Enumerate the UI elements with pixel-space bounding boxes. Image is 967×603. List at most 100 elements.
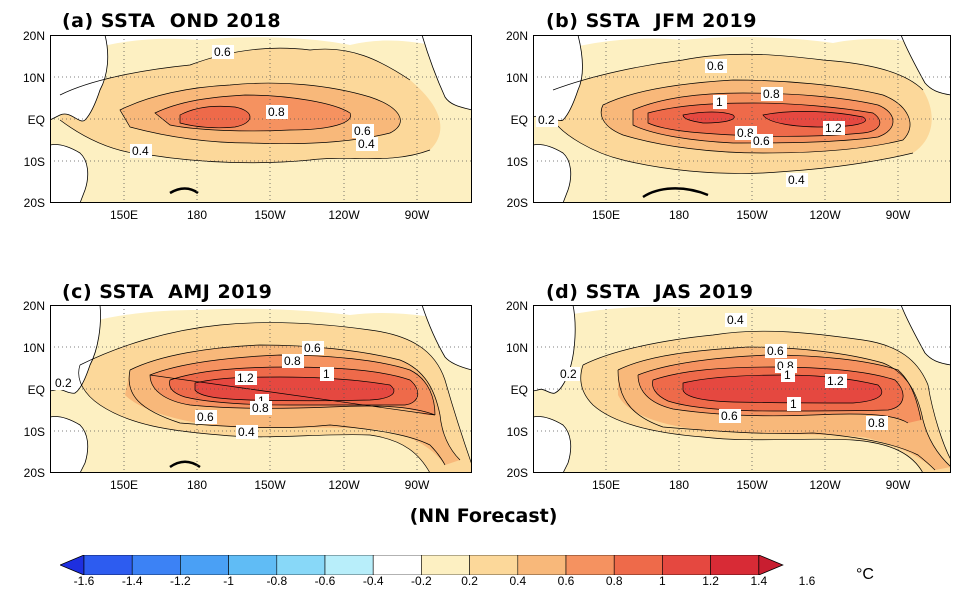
- colorbar-tick-label: -1: [223, 574, 234, 588]
- colorbar: [60, 555, 784, 575]
- lat-label: EQ: [27, 113, 45, 127]
- lat-label: 10N: [22, 71, 45, 85]
- contour-label: 0.6: [197, 410, 214, 424]
- contour-label: 0.2: [55, 376, 72, 390]
- colorbar-cell: [372, 555, 422, 575]
- lat-label: 10N: [505, 71, 528, 85]
- lon-label: 150E: [591, 208, 621, 222]
- panel-d-title: (d) SSTA JAS 2019: [546, 281, 754, 303]
- contour-label: 0.8: [763, 87, 780, 101]
- lat-label: 20S: [23, 196, 45, 210]
- lon-label: 90W: [885, 208, 911, 222]
- lon-label: 120W: [328, 478, 360, 492]
- contour-label: 0.6: [767, 344, 784, 358]
- contour-label: 0.8: [268, 105, 285, 119]
- contour-label: 1: [790, 397, 797, 411]
- contour-label: 0.4: [727, 313, 744, 327]
- colorbar-tick-label: 1.4: [750, 574, 768, 588]
- lon-label: 120W: [809, 478, 841, 492]
- map-panel-d: 0.4 0.6 0.8 1 1.2 1 0.6 0.8 0.2: [533, 305, 951, 473]
- colorbar-cell: [324, 555, 374, 575]
- colorbar-cell: [83, 555, 133, 575]
- colorbar-tick-label: 0.8: [605, 574, 623, 588]
- contour-label: 1: [323, 367, 330, 381]
- contour-label: 0.6: [753, 134, 770, 148]
- lon-label: 120W: [328, 208, 360, 222]
- panel-a-title: (a) SSTA OND 2018: [62, 10, 282, 32]
- colorbar-cell: [565, 555, 615, 575]
- contour-label: 0.8: [284, 354, 301, 368]
- colorbar-tick-label: -1.2: [170, 574, 191, 588]
- colorbar-cell: [517, 555, 567, 575]
- lat-label: 20S: [506, 196, 528, 210]
- lat-label: 20N: [22, 299, 45, 313]
- lon-label: 150W: [736, 478, 768, 492]
- colorbar-tick-label: 1.6: [798, 574, 816, 588]
- lat-label: 10S: [506, 155, 528, 169]
- colorbar-tick-label: -1.4: [121, 574, 143, 588]
- unit-label: °C: [856, 566, 874, 583]
- contour-label: 0.8: [868, 416, 885, 430]
- contour-label: 0.2: [560, 367, 577, 381]
- lat-label: 10S: [506, 425, 528, 439]
- colorbar-tick-label: 0.4: [509, 574, 527, 588]
- contour-label: 0.4: [788, 173, 805, 187]
- lon-label: 150W: [254, 208, 286, 222]
- contour-label: 0.6: [214, 45, 231, 59]
- colorbar-tick-label: 0.2: [461, 574, 478, 588]
- colorbar-tick-label: 1: [659, 574, 666, 588]
- lat-label: EQ: [510, 113, 528, 127]
- lon-label: 180: [668, 478, 690, 492]
- colorbar-tick-label: -0.8: [266, 574, 288, 588]
- contour-label: 0.6: [304, 341, 321, 355]
- contour-label: 1.2: [827, 374, 844, 388]
- lat-label: EQ: [27, 383, 45, 397]
- forecast-caption: (NN Forecast): [409, 505, 558, 527]
- lat-label: 10N: [505, 341, 528, 355]
- contour-label: 0.4: [238, 425, 255, 439]
- colorbar-cell: [469, 555, 519, 575]
- lon-label: 180: [186, 478, 208, 492]
- lat-label: 20N: [505, 299, 528, 313]
- colorbar-cell: [180, 555, 229, 575]
- lat-label: 20N: [22, 29, 45, 43]
- lat-label: 20N: [505, 29, 528, 43]
- lon-label: 150W: [254, 478, 286, 492]
- contour-label: 0.8: [737, 126, 754, 140]
- contour-label: 1: [716, 95, 723, 109]
- map-panel-c: 0.6 0.8 1.2 1 1 0.8 0.6 0.4 0.2: [50, 305, 472, 473]
- colorbar-arrow-left: [60, 555, 85, 575]
- contour-label: 1.2: [237, 371, 254, 385]
- lon-label: 180: [668, 208, 690, 222]
- colorbar-cell: [228, 555, 278, 575]
- colorbar-cell: [710, 555, 760, 575]
- colorbar-tick-label: 1.2: [702, 574, 719, 588]
- colorbar-cell: [662, 555, 711, 575]
- colorbar-tick-label: -0.4: [362, 574, 384, 588]
- colorbar-tick-label: -0.6: [314, 574, 336, 588]
- colorbar-tick-label: -0.2: [411, 574, 432, 588]
- lon-label: 150W: [736, 208, 768, 222]
- colorbar-tick-label: -1.6: [73, 574, 95, 588]
- lat-label: 20S: [506, 466, 528, 480]
- lat-label: 10N: [22, 341, 45, 355]
- lat-label: 10S: [23, 425, 45, 439]
- panel-b-title: (b) SSTA JFM 2019: [546, 10, 757, 32]
- colorbar-cell: [421, 555, 470, 575]
- lon-label: 150E: [109, 478, 139, 492]
- contour-label: 1.2: [825, 121, 842, 135]
- contour-label: 0.4: [132, 144, 149, 158]
- contour-label: 0.6: [354, 124, 371, 138]
- colorbar-arrow-right: [758, 555, 784, 575]
- lon-label: 150E: [591, 478, 621, 492]
- lat-label: 10S: [23, 155, 45, 169]
- lat-label: EQ: [510, 383, 528, 397]
- colorbar-cell: [613, 555, 663, 575]
- lon-label: 120W: [809, 208, 841, 222]
- contour-label: 0.4: [358, 137, 375, 151]
- colorbar-cell: [131, 555, 181, 575]
- lon-label: 180: [186, 208, 208, 222]
- contour-label: 0.6: [721, 409, 738, 423]
- map-panel-b: 0.6 0.8 1 1.2 0.8 0.6 0.2 0.4: [533, 35, 951, 203]
- map-panel-a: 0.6 0.8 0.6 0.4 0.4: [50, 35, 472, 203]
